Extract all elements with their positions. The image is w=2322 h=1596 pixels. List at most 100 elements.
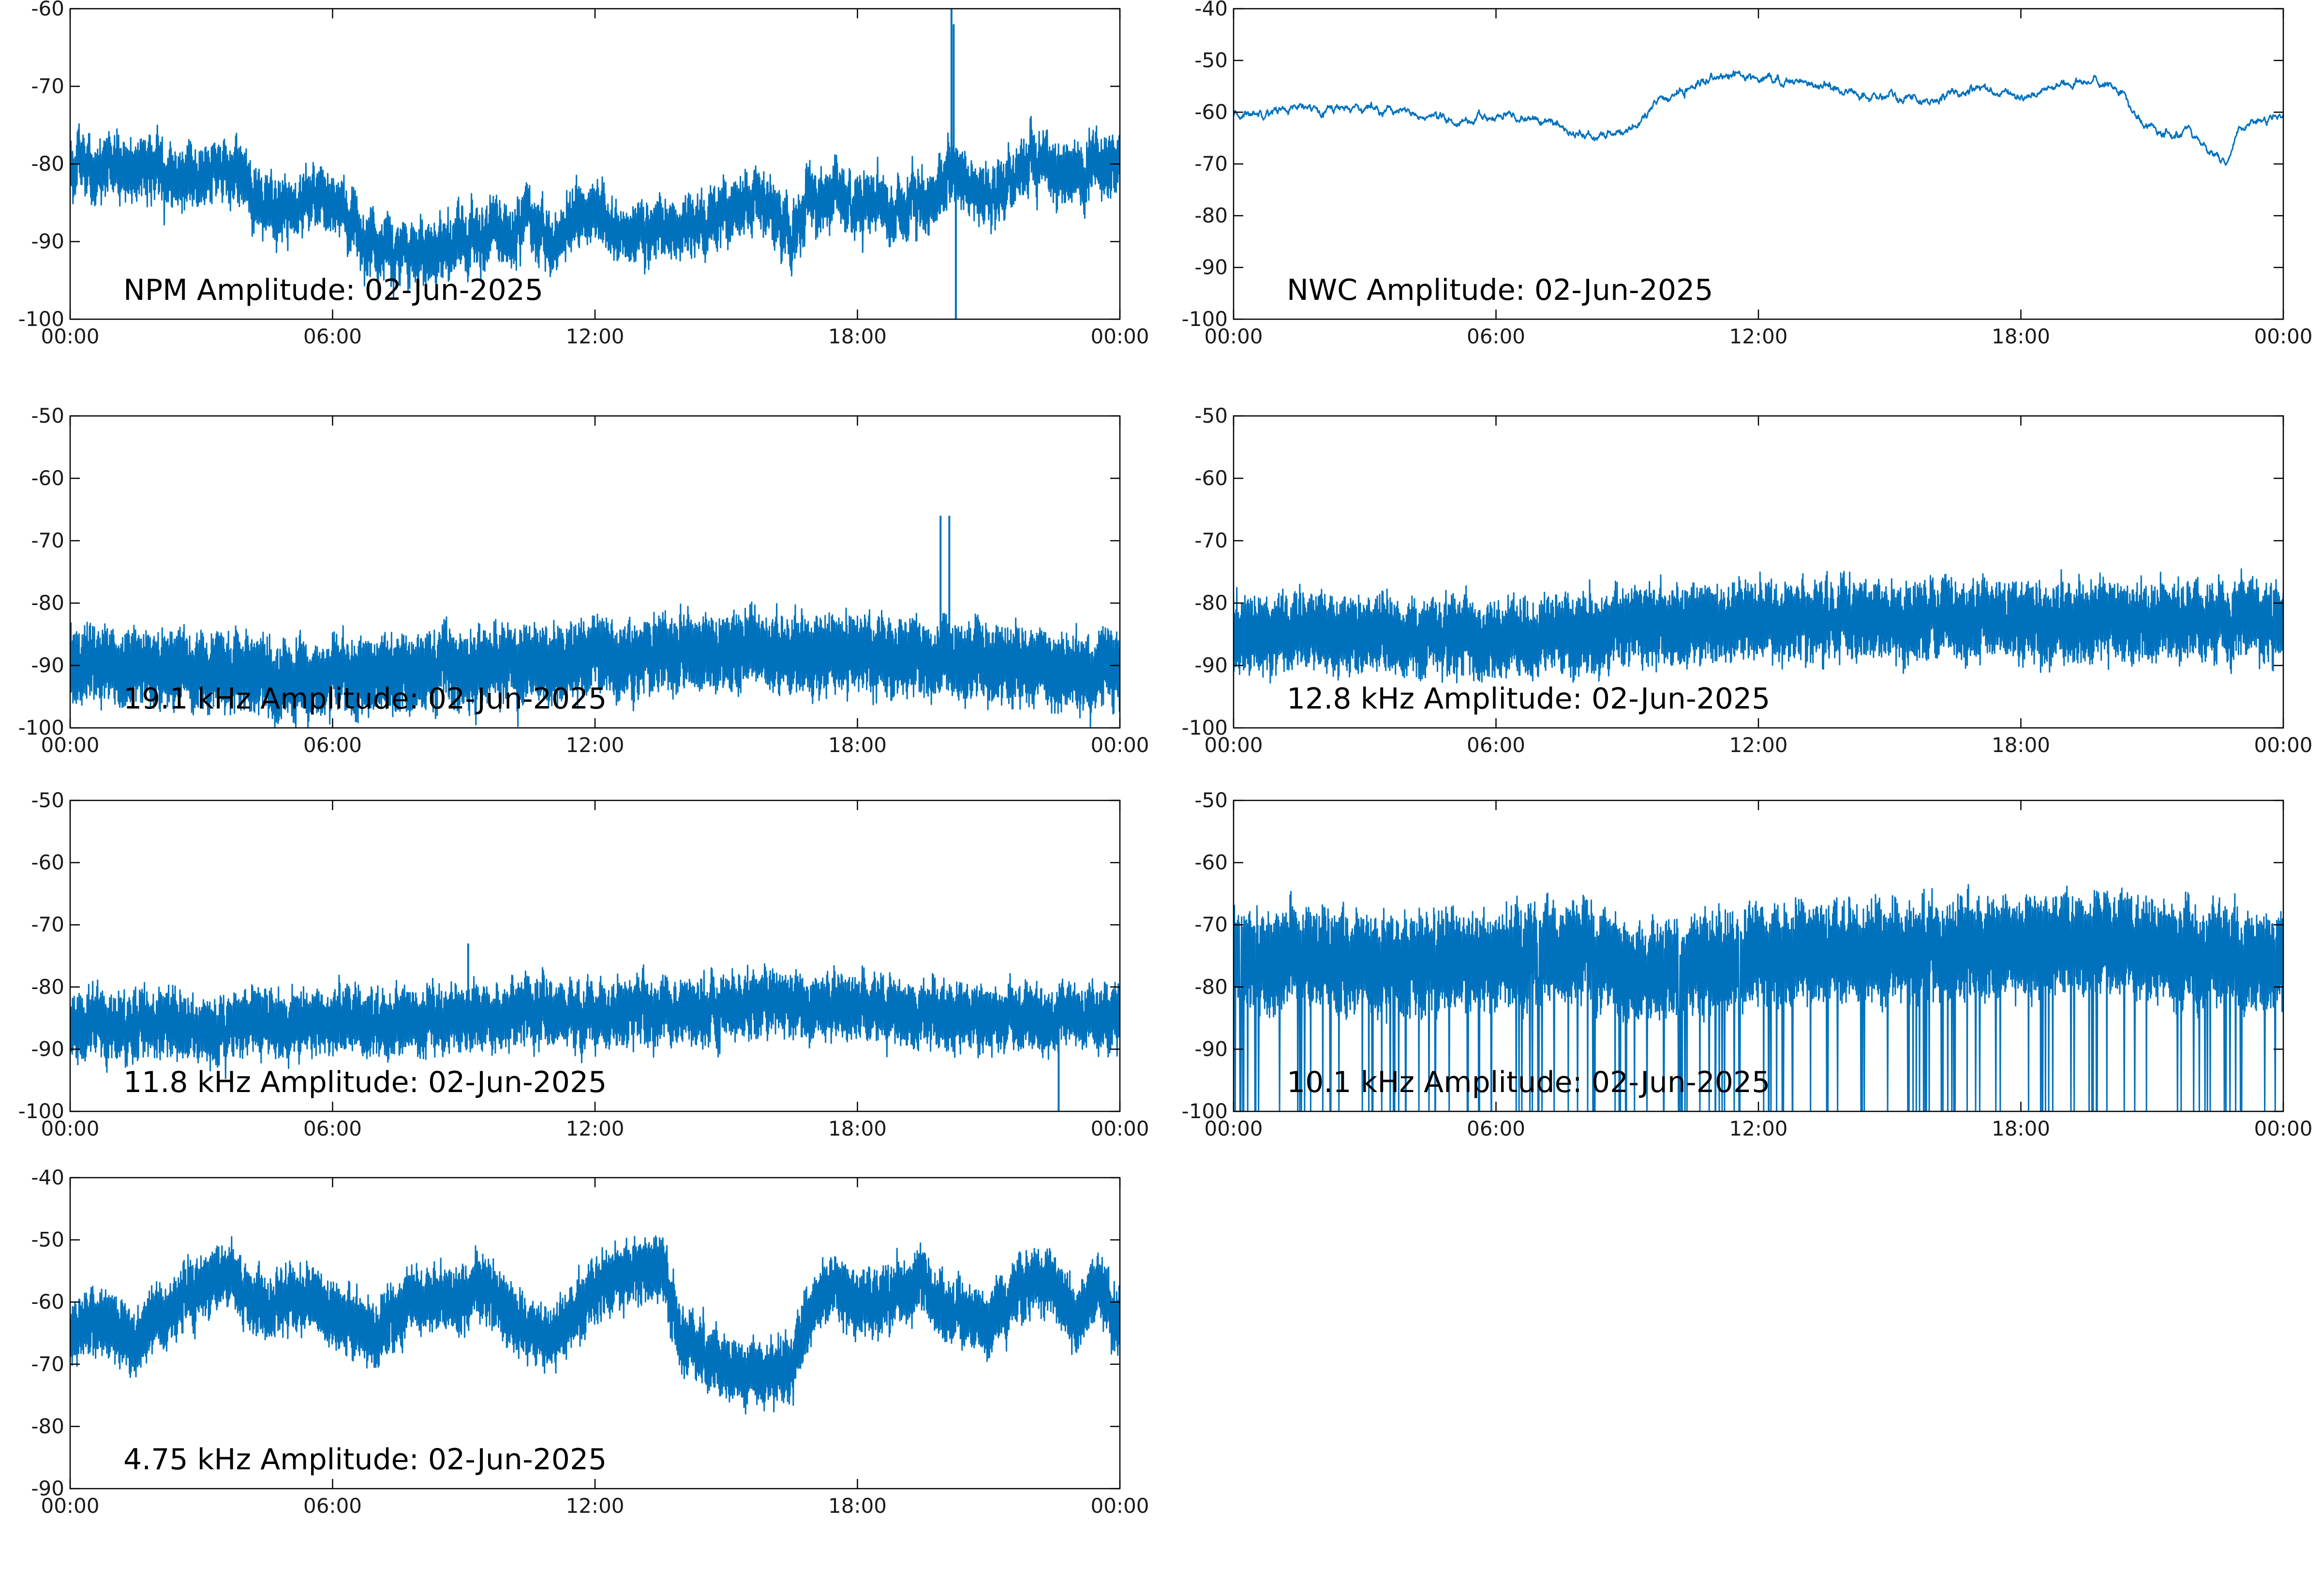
panel-title: 4.75 kHz Amplitude: 02-Jun-2025	[123, 1443, 607, 1477]
y-tick-label: -100	[18, 307, 64, 331]
y-tick-label: -90	[31, 653, 64, 677]
x-tick-label: 12:00	[566, 733, 624, 757]
series-line	[1234, 70, 2283, 166]
y-tick-label: -60	[1194, 100, 1228, 124]
series-line	[1234, 884, 2283, 1111]
y-tick-label: -60	[31, 0, 64, 20]
x-tick-label: 18:00	[828, 325, 887, 348]
x-tick-label: 12:00	[566, 1117, 624, 1140]
y-tick-label: -60	[1194, 851, 1228, 874]
chart-panel-3: 00:00 06:00 12:00 18:00 00:00 -50 -60 -70 -80 -90…	[18, 404, 1149, 757]
y-tick-label: -90	[31, 1477, 64, 1500]
x-tick-label: 12:00	[1729, 325, 1787, 348]
y-tick-label: -80	[31, 591, 64, 615]
x-tick-label: 18:00	[1992, 733, 2050, 757]
chart-panel-6: 00:00 06:00 12:00 18:00 00:00 -50 -60 -70 -80 -90…	[1182, 788, 2313, 1140]
x-tick-label: 06:00	[303, 733, 362, 757]
y-tick-label: -70	[1194, 529, 1228, 552]
x-tick-label: 06:00	[303, 325, 362, 348]
x-tick-label: 18:00	[828, 1117, 887, 1140]
x-tick-label: 18:00	[1992, 325, 2050, 348]
series-line	[70, 963, 1120, 1079]
y-tick-label: -50	[31, 404, 64, 428]
y-tick-label: -50	[1194, 48, 1228, 72]
y-tick-label: -80	[31, 1414, 64, 1438]
y-tick-label: -70	[31, 74, 64, 98]
y-tick-label: -60	[1194, 466, 1228, 490]
x-tick-label: 00:00	[41, 1494, 99, 1518]
x-tick-label: 18:00	[1992, 1117, 2050, 1140]
axes-frame	[69, 799, 1121, 1112]
axes-frame	[1233, 415, 2284, 729]
y-tick-label: -60	[31, 466, 64, 490]
y-tick-label: -70	[31, 913, 64, 936]
x-tick-label: 00:00	[1204, 325, 1263, 348]
x-tick-label: 00:00	[41, 733, 99, 757]
y-tick-label: -90	[31, 1037, 64, 1061]
x-tick-label: 06:00	[1467, 1117, 1525, 1140]
series-line	[70, 601, 1120, 728]
x-tick-label: 00:00	[1204, 733, 1263, 757]
x-tick-label: 00:00	[1090, 733, 1149, 757]
x-tick-label: 00:00	[2254, 733, 2312, 757]
chart-panel-1: 00:00 06:00 12:00 18:00 00:00 -60 -70 -80 -90 -10…	[18, 0, 1149, 348]
y-tick-label: -100	[18, 716, 64, 739]
x-tick-label: 00:00	[2254, 325, 2312, 348]
x-tick-label: 00:00	[1090, 1117, 1149, 1140]
y-tick-label: -70	[1194, 913, 1228, 936]
x-tick-label: 00:00	[1090, 1494, 1149, 1518]
y-tick-label: -50	[31, 788, 64, 812]
y-tick-label: -100	[1182, 307, 1228, 331]
x-tick-label: 06:00	[1467, 325, 1525, 348]
y-tick-label: -40	[31, 1166, 64, 1189]
y-tick-label: -70	[1194, 152, 1228, 176]
x-tick-label: 18:00	[828, 1494, 887, 1518]
y-tick-label: -50	[1194, 788, 1228, 812]
series-line	[1234, 568, 2283, 684]
y-tick-label: -100	[1182, 716, 1228, 739]
panel-title: 10.1 kHz Amplitude: 02-Jun-2025	[1287, 1065, 1770, 1099]
panel-title: NPM Amplitude: 02-Jun-2025	[123, 273, 543, 307]
x-tick-label: 18:00	[828, 733, 887, 757]
y-tick-label: -90	[1194, 653, 1228, 677]
y-tick-label: -90	[1194, 1037, 1228, 1061]
chart-panel-5: 00:00 06:00 12:00 18:00 00:00 -50 -60 -70 -80 -90…	[18, 788, 1149, 1140]
axes-frame	[1233, 8, 2284, 320]
y-tick-label: -80	[1194, 204, 1228, 227]
x-tick-label: 00:00	[2254, 1117, 2312, 1140]
y-tick-label: -90	[1194, 255, 1228, 279]
y-tick-label: -80	[1194, 591, 1228, 615]
y-tick-label: -100	[18, 1099, 64, 1123]
series-line	[70, 116, 1120, 299]
y-tick-label: -90	[31, 230, 64, 253]
x-tick-label: 06:00	[1467, 733, 1525, 757]
panel-title: 11.8 kHz Amplitude: 02-Jun-2025	[123, 1065, 607, 1099]
series-line	[70, 1235, 1120, 1415]
y-tick-label: -80	[31, 152, 64, 176]
y-tick-label: -50	[1194, 404, 1228, 428]
chart-panel-2: 00:00 06:00 12:00 18:00 00:00 -40 -50 -60 -70 -80…	[1182, 0, 2313, 348]
panel-title: NWC Amplitude: 02-Jun-2025	[1287, 273, 1713, 307]
x-tick-label: 00:00	[41, 325, 99, 348]
x-tick-label: 06:00	[303, 1117, 362, 1140]
y-tick-label: -50	[31, 1228, 64, 1252]
y-tick-label: -80	[31, 975, 64, 999]
y-tick-label: -60	[31, 1290, 64, 1314]
x-tick-label: 06:00	[303, 1494, 362, 1518]
y-tick-label: -100	[1182, 1099, 1228, 1123]
y-tick-label: -40	[1194, 0, 1228, 20]
y-tick-label: -80	[1194, 975, 1228, 999]
y-tick-label: -70	[31, 1352, 64, 1376]
x-tick-label: 00:00	[1090, 325, 1149, 348]
x-tick-label: 12:00	[566, 1494, 624, 1518]
y-tick-label: -70	[31, 529, 64, 552]
y-tick-label: -60	[31, 851, 64, 874]
x-tick-label: 00:00	[41, 1117, 99, 1140]
x-tick-label: 12:00	[1729, 1117, 1787, 1140]
x-tick-label: 12:00	[566, 325, 624, 348]
chart-panel-7: 00:00 06:00 12:00 18:00 00:00 -40 -50 -60 -70 -80…	[31, 1166, 1149, 1518]
x-tick-label: 00:00	[1204, 1117, 1263, 1140]
panel-title: 12.8 kHz Amplitude: 02-Jun-2025	[1287, 682, 1770, 716]
chart-panel-4: 00:00 06:00 12:00 18:00 00:00 -50 -60 -70 -80 -90…	[1182, 404, 2313, 757]
